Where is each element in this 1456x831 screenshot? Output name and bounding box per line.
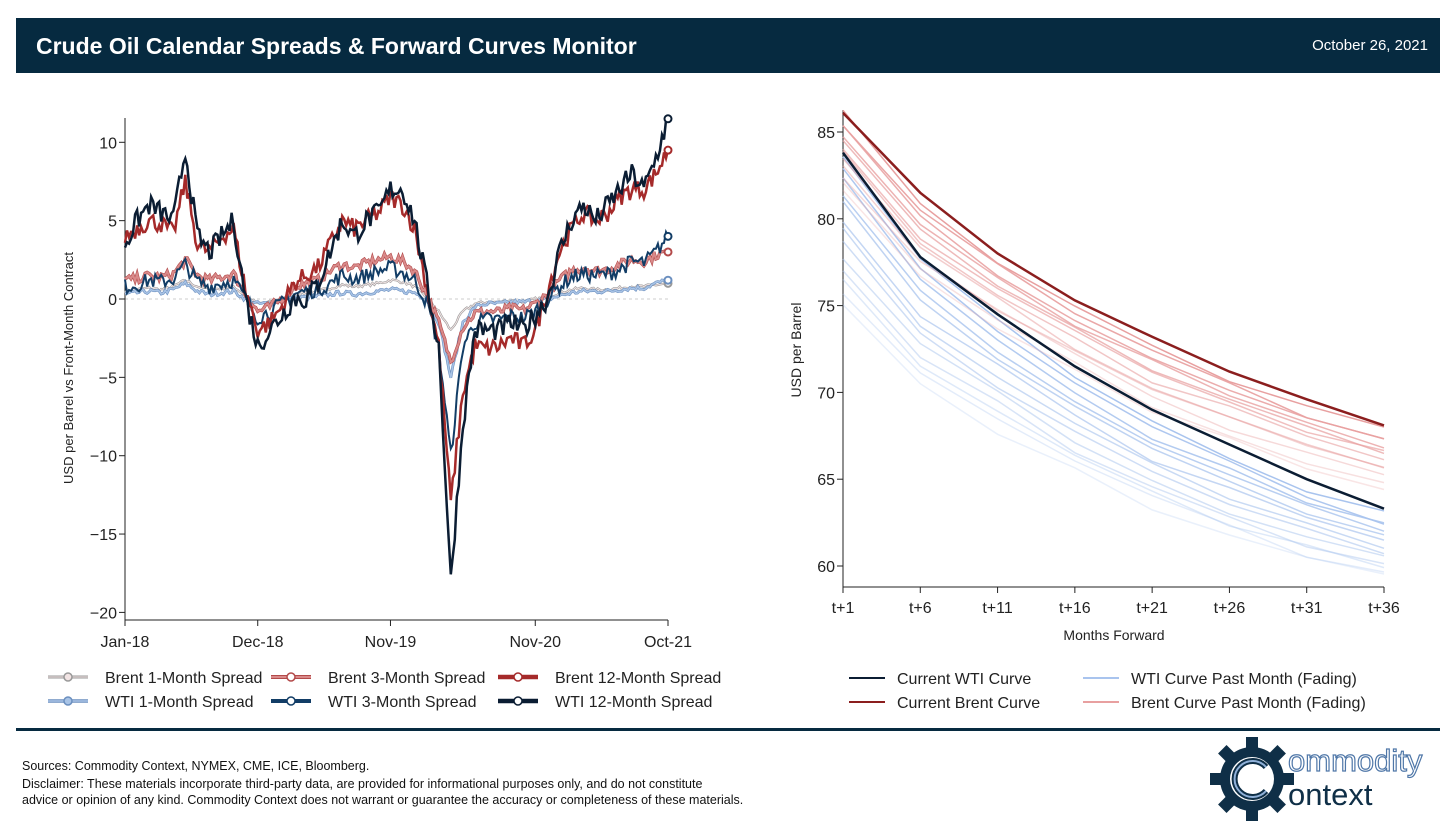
x-tick-label: Oct-21: [644, 634, 692, 651]
forward-curves-chart: 85 80 75 70 65 60 t+1 t+6 t+11 t+16 t+21 t+26 t+31 t+…: [788, 109, 1400, 712]
wti-fading-curve: [842, 278, 1385, 569]
wti-fading-curve: [842, 195, 1385, 532]
spreads-chart: 10 5 0 −5 −10 −15 −20 Jan-18 Dec-18 Nov-19 Nov-20 O…: [48, 114, 721, 711]
wti-fading-curve: [842, 201, 1385, 536]
x-axis-label: Months Forward: [1063, 627, 1164, 643]
wti-fading-curve: [842, 156, 1385, 512]
brent-fading-curve: [842, 181, 1385, 484]
x-tick-label: Nov-20: [509, 634, 561, 651]
x-tick-label: Nov-19: [365, 634, 417, 651]
disclaimer-line-2: advice or opinion of any kind. Commodity…: [22, 793, 744, 807]
series-end-marker: [663, 275, 673, 285]
y-axis-label: USD per Barrel: [788, 303, 804, 398]
brent-fading-curve: [842, 158, 1385, 469]
y-tick-label: 0: [108, 292, 117, 309]
x-tick-label: Dec-18: [232, 634, 284, 651]
legend-label: WTI 3-Month Spread: [328, 694, 477, 711]
series-line-edge: [124, 278, 670, 379]
legend-label: Brent 3-Month Spread: [328, 670, 485, 687]
legend-label: Brent Curve Past Month (Fading): [1131, 695, 1366, 712]
brent-fading-curve: [842, 148, 1385, 452]
gear-logo-icon: ommodity ontext: [1210, 737, 1423, 821]
series-line-1: [124, 279, 669, 378]
y-tick-label: −20: [90, 605, 117, 622]
y-tick-label: 75: [817, 299, 835, 316]
x-tick-label: t+21: [1136, 600, 1168, 617]
x-tick-label: Jan-18: [101, 634, 150, 651]
wti-fading-curve: [842, 177, 1385, 524]
series-line-2: [124, 250, 669, 364]
x-tick-label: t+6: [909, 600, 932, 617]
x-tick-label: t+1: [832, 600, 855, 617]
series-end-marker: [663, 231, 673, 241]
svg-text:ontext: ontext: [1288, 777, 1373, 812]
brent-fading-curve: [842, 109, 1385, 428]
brent-fading-curve: [842, 125, 1385, 440]
series-end-marker: [663, 145, 673, 155]
brent-fading-curve: [842, 150, 1385, 461]
legend-label: WTI 1-Month Spread: [105, 694, 254, 711]
x-tick-label: t+31: [1291, 600, 1323, 617]
y-tick-label: −15: [90, 527, 117, 544]
legend-label: Current WTI Curve: [897, 671, 1031, 688]
brent-fading-curve: [842, 189, 1385, 491]
y-axis-label: USD per Barrel vs Front-Month Contract: [61, 252, 76, 484]
current-brent-curve: [842, 112, 1385, 427]
header-bar: Crude Oil Calendar Spreads & Forward Cur…: [16, 18, 1440, 73]
report-date: October 26, 2021: [1312, 37, 1428, 54]
disclaimer-line-1: Disclaimer: These materials incorporate …: [22, 777, 703, 791]
series-end-marker: [663, 247, 673, 257]
y-tick-label: 65: [817, 472, 835, 489]
y-tick-label: 80: [817, 212, 835, 229]
y-tick-label: 70: [817, 385, 835, 402]
y-tick-label: 10: [99, 135, 117, 152]
y-tick-label: 60: [817, 559, 835, 576]
series-line-5: [123, 117, 669, 575]
y-tick-label: −10: [90, 449, 117, 466]
legend-label: Brent 12-Month Spread: [555, 670, 721, 687]
wti-fading-curve: [842, 227, 1385, 550]
svg-text:ommodity: ommodity: [1288, 743, 1423, 778]
x-tick-label: t+26: [1214, 600, 1246, 617]
brent-fading-curve: [842, 125, 1385, 440]
x-tick-label: t+11: [982, 600, 1013, 617]
wti-fading-curve: [842, 240, 1385, 555]
y-tick-label: −5: [99, 370, 117, 387]
brent-fading-curve: [842, 177, 1385, 476]
current-wti-curve: [841, 152, 1385, 510]
x-tick-label: t+16: [1059, 600, 1091, 617]
legend-marker: [63, 696, 73, 706]
wti-fading-curve: [842, 304, 1385, 575]
x-tick-label: t+36: [1368, 600, 1400, 617]
legend-label: Current Brent Curve: [897, 695, 1040, 712]
commodity-context-logo: ommodity ontext: [1210, 735, 1440, 825]
legend-marker: [286, 696, 296, 706]
series-end-marker: [663, 114, 673, 124]
brent-fading-curve: [842, 136, 1385, 449]
wti-fading-curve: [842, 270, 1385, 565]
brent-fading-curve: [842, 140, 1385, 455]
legend-marker: [513, 696, 523, 706]
legend-marker: [63, 672, 73, 682]
wti-fading-curve: [842, 221, 1385, 541]
wti-fading-curve: [842, 167, 1385, 525]
series-line-3: [124, 228, 669, 452]
wti-fading-curve: [842, 258, 1385, 557]
y-tick-label: 5: [108, 214, 117, 231]
sources-text: Sources: Commodity Context, NYMEX, CME, …: [22, 759, 370, 773]
legend-label: Brent 1-Month Spread: [105, 670, 262, 687]
legend-marker: [286, 672, 296, 682]
legend-label: WTI 12-Month Spread: [555, 694, 712, 711]
series-line-4: [123, 149, 670, 501]
y-tick-label: 85: [817, 125, 835, 142]
page-title: Crude Oil Calendar Spreads & Forward Cur…: [36, 33, 637, 59]
wti-fading-curve: [842, 293, 1385, 573]
legend-marker: [513, 672, 523, 682]
footer-divider: [16, 728, 1440, 731]
legend-label: WTI Curve Past Month (Fading): [1131, 671, 1357, 688]
